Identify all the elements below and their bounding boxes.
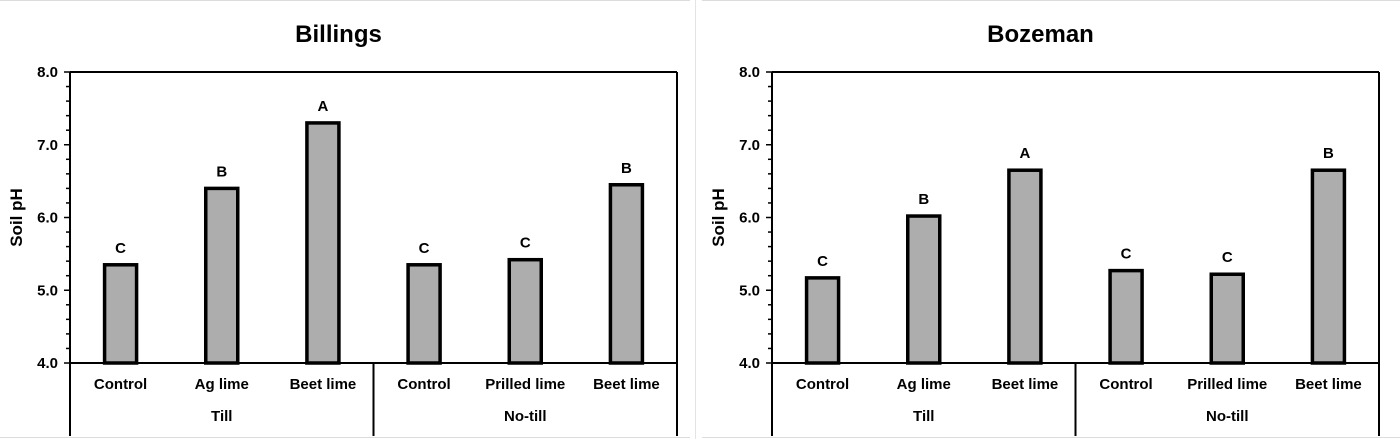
group-label: No-till [1206,408,1249,425]
x-tick-label: Control [94,376,147,393]
y-tick-label: 6.0 [739,210,760,227]
bar [906,214,942,365]
bar [1108,268,1144,365]
x-tick-label: Beet lime [593,376,660,393]
significance-letter: B [918,191,929,208]
y-tick-label: 4.0 [37,355,58,372]
bar [305,121,341,365]
y-tick-label: 8.0 [739,64,760,81]
significance-letter: C [115,240,126,257]
y-tick-label: 7.0 [739,137,760,154]
significance-letter: C [817,253,828,270]
significance-letter: A [317,98,328,115]
panel-top-border [0,0,690,1]
y-tick-label: 5.0 [739,282,760,299]
significance-letter: C [1121,246,1132,263]
chart-panel-billings: Billings Soil pH C B A C C B 4.0 5.0 6.0 7.0 8.0 Cont… [0,0,690,439]
y-tick-label: 6.0 [37,210,58,227]
group-label: Till [211,408,232,425]
bar-chart: Bozeman Soil pH C B A C C B 4.0 5.0 6.0 7.0 8.0 Contr… [709,21,1380,436]
bar [1007,168,1043,365]
x-tick-label: Control [796,376,849,393]
panel-divider [695,0,696,439]
panel-top-border [702,0,1400,1]
significance-letter: C [1222,249,1233,266]
bar [507,257,543,365]
bar [102,263,139,365]
panel-bottom-border [702,437,1400,438]
bar [804,276,841,365]
y-axis-label: Soil pH [7,188,26,247]
significance-letter: C [520,235,531,252]
bar [204,186,240,365]
y-tick-label: 8.0 [37,64,58,81]
bar-chart: Billings Soil pH C B A C C B 4.0 5.0 6.0 7.0 8.0 Cont… [7,21,678,436]
bar [1310,168,1347,365]
x-tick-label: Prilled lime [1187,376,1267,393]
y-axis-label: Soil pH [709,188,728,247]
x-tick-label: Beet lime [1295,376,1362,393]
bar [608,183,645,365]
panel-bottom-border [0,437,690,438]
significance-letter: B [1323,145,1334,162]
group-label: Till [913,408,934,425]
significance-letter: C [419,240,430,257]
y-tick-label: 7.0 [37,137,58,154]
chart-title: Bozeman [987,21,1094,48]
y-tick-label: 4.0 [739,355,760,372]
bar [406,263,442,365]
x-tick-label: Prilled lime [485,376,565,393]
x-tick-label: Beet lime [992,376,1059,393]
chart-panel-bozeman: Bozeman Soil pH C B A C C B 4.0 5.0 6.0 7.0 8.0 Contr… [702,0,1392,439]
group-label: No-till [504,408,547,425]
x-tick-label: Control [397,376,450,393]
significance-letter: B [621,160,632,177]
x-tick-label: Ag lime [897,376,951,393]
x-tick-label: Control [1099,376,1152,393]
y-tick-label: 5.0 [37,282,58,299]
bar [1209,272,1245,365]
x-tick-label: Ag lime [195,376,249,393]
significance-letter: A [1019,145,1030,162]
chart-title: Billings [295,21,382,48]
x-tick-label: Beet lime [290,376,357,393]
significance-letter: B [216,163,227,180]
